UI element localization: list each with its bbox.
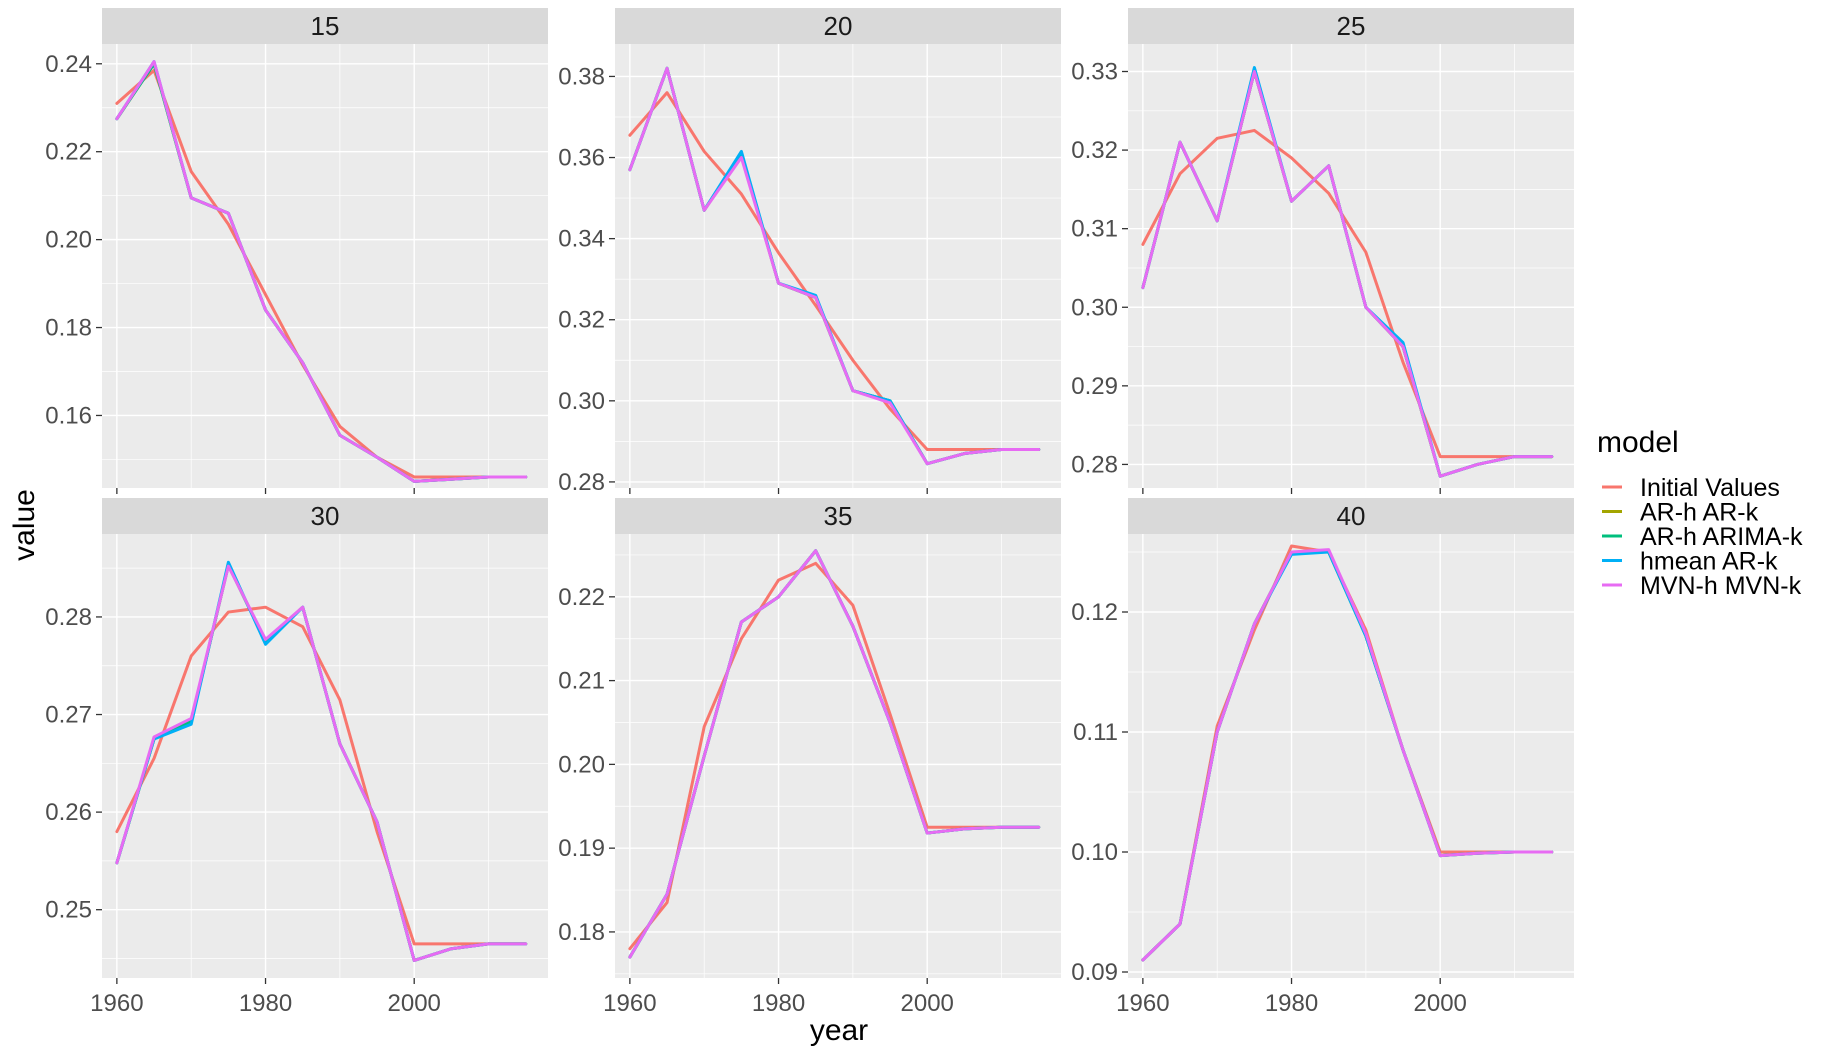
y-tick-label: 0.34 (558, 226, 605, 253)
series-line-initial-values (115, 605, 528, 946)
facet-strip-label: 25 (1337, 11, 1366, 41)
x-tick-label: 1980 (239, 990, 292, 1017)
facet-strip-label: 15 (311, 11, 340, 41)
series-line-initial-values (628, 91, 1041, 451)
y-tick-label: 0.20 (45, 227, 92, 254)
y-tick-label: 0.20 (558, 751, 605, 778)
y-tick-label: 0.18 (45, 315, 92, 342)
y-tick-label: 0.26 (45, 799, 92, 826)
y-tick-label: 0.36 (558, 145, 605, 172)
y-tick-label: 0.33 (1071, 59, 1118, 86)
y-tick-label: 0.18 (558, 919, 605, 946)
series-line-mvn-h-mvn-k (115, 564, 528, 962)
facet-panel-40: 40 0.09 0.10 0.11 0.12 1960 1980 2000 (1071, 498, 1574, 1017)
facet-strip-label: 40 (1337, 501, 1366, 531)
facet-panels: 15 0.16 0.18 0.20 0.22 0.24 20 0.28 0.30 0.32 0.34… (45, 8, 1574, 1017)
y-tick-label: 0.30 (1071, 294, 1118, 321)
facet-strip (1128, 8, 1574, 44)
facet-panel-15: 15 0.16 0.18 0.20 0.22 0.24 (45, 8, 548, 494)
facet-panel-25: 25 0.28 0.29 0.30 0.31 0.32 0.33 (1071, 8, 1574, 494)
panel-background (102, 44, 548, 488)
series-line-initial-values (1141, 128, 1554, 459)
panel-background (1128, 44, 1574, 488)
series-line-mvn-h-mvn-k (628, 66, 1041, 466)
x-tick-label: 2000 (901, 990, 954, 1017)
x-tick-label: 1960 (603, 990, 656, 1017)
facet-strip (615, 498, 1061, 534)
y-tick-label: 0.28 (45, 604, 92, 631)
x-tick-label: 1960 (90, 990, 143, 1017)
legend-item: AR-h AR-k (1602, 499, 1759, 527)
y-tick-label: 0.38 (558, 63, 605, 90)
legend-item: Initial Values (1602, 474, 1780, 502)
y-tick-label: 0.16 (45, 402, 92, 429)
facet-strip-label: 30 (311, 501, 340, 531)
y-tick-label: 0.30 (558, 388, 605, 415)
y-tick-label: 0.28 (558, 469, 605, 496)
y-tick-label: 0.09 (1071, 959, 1118, 986)
series-line-mvn-h-mvn-k (115, 60, 528, 483)
facet-strip (1128, 498, 1574, 534)
facet-panel-20: 20 0.28 0.30 0.32 0.34 0.36 0.38 (558, 8, 1061, 496)
legend-item: AR-h ARIMA-k (1602, 523, 1803, 551)
facet-panel-35: 35 0.18 0.19 0.20 0.21 0.22 1960 1980 2000 (558, 498, 1061, 1017)
x-tick-label: 2000 (388, 990, 441, 1017)
y-tick-label: 0.31 (1071, 216, 1118, 243)
y-tick-label: 0.24 (45, 51, 92, 78)
y-tick-label: 0.27 (45, 702, 92, 729)
x-tick-label: 1980 (752, 990, 805, 1017)
x-tick-label: 1960 (1116, 990, 1169, 1017)
legend-title: model (1597, 426, 1679, 459)
y-tick-label: 0.22 (558, 584, 605, 611)
x-axis-title: year (810, 1014, 868, 1047)
legend-label: hmean AR-k (1640, 548, 1778, 576)
legend-label: AR-h AR-k (1640, 499, 1759, 527)
y-tick-label: 0.11 (1073, 719, 1118, 746)
facet-strip-label: 35 (824, 501, 853, 531)
facet-strip-label: 20 (824, 11, 853, 41)
y-tick-label: 0.32 (1071, 137, 1118, 164)
facet-strip (102, 498, 548, 534)
x-tick-label: 2000 (1414, 990, 1467, 1017)
panel-background (102, 534, 548, 978)
legend-item: hmean AR-k (1602, 548, 1778, 576)
y-axis-title: value (8, 489, 41, 561)
panel-background (615, 534, 1061, 978)
series-line-mvn-h-mvn-k (628, 549, 1041, 959)
y-tick-label: 0.29 (1071, 373, 1118, 400)
series-line-mvn-h-mvn-k (1141, 70, 1554, 478)
y-tick-label: 0.25 (45, 897, 92, 924)
facet-panel-30: 30 0.25 0.26 0.27 0.28 1960 1980 2000 (45, 498, 548, 1017)
facet-strip (615, 8, 1061, 44)
legend-label: MVN-h MVN-k (1640, 572, 1802, 600)
panel-background (615, 44, 1061, 488)
y-tick-label: 0.32 (558, 307, 605, 334)
x-tick-label: 1980 (1265, 990, 1318, 1017)
series-line-mvn-h-mvn-k (1141, 548, 1554, 962)
y-tick-label: 0.10 (1071, 839, 1118, 866)
legend-label: Initial Values (1640, 474, 1780, 502)
y-tick-label: 0.19 (558, 835, 605, 862)
facet-strip (102, 8, 548, 44)
y-tick-label: 0.12 (1071, 599, 1118, 626)
series-line-initial-values (115, 68, 528, 479)
y-tick-label: 0.21 (558, 668, 605, 695)
panel-background (1128, 534, 1574, 978)
y-tick-label: 0.22 (45, 139, 92, 166)
legend-item: MVN-h MVN-k (1602, 572, 1802, 600)
legend-label: AR-h ARIMA-k (1640, 523, 1803, 551)
y-tick-label: 0.28 (1071, 451, 1118, 478)
